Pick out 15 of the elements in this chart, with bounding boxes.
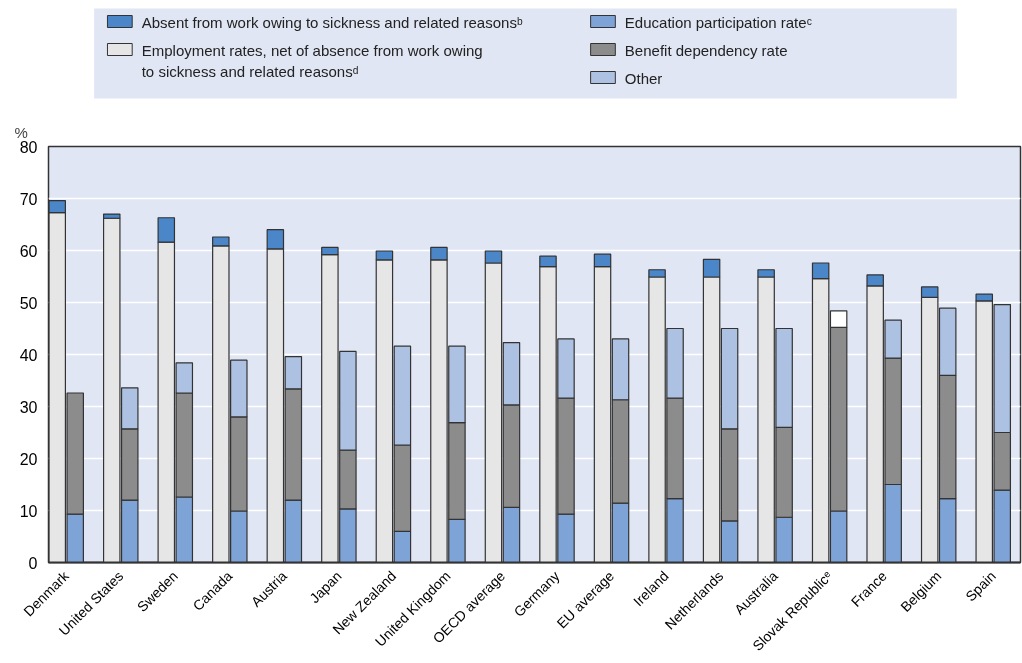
y-axis-title: % xyxy=(14,123,28,141)
y-tick-label: 80 xyxy=(19,138,38,156)
legend-label: Absent from work owing to sickness and related reasonsᵇ xyxy=(141,13,523,31)
y-tick-label: 20 xyxy=(19,450,38,468)
y-tick-label: 0 xyxy=(28,554,38,572)
legend-label: Benefit dependency rate xyxy=(624,41,788,59)
y-tick-label: 70 xyxy=(19,190,38,208)
y-tick-label: 50 xyxy=(19,294,38,312)
legend-label: Education participation rateᶜ xyxy=(624,13,812,31)
y-tick-label: 40 xyxy=(19,346,38,364)
legend-label: Other xyxy=(624,69,663,87)
y-tick-label: 10 xyxy=(19,502,38,520)
y-tick-label: 30 xyxy=(19,398,38,416)
y-tick-label: 60 xyxy=(19,242,38,260)
legend-label: Employment rates, net of absence from work owing to sickness and related reasonsᵈ xyxy=(141,41,483,80)
